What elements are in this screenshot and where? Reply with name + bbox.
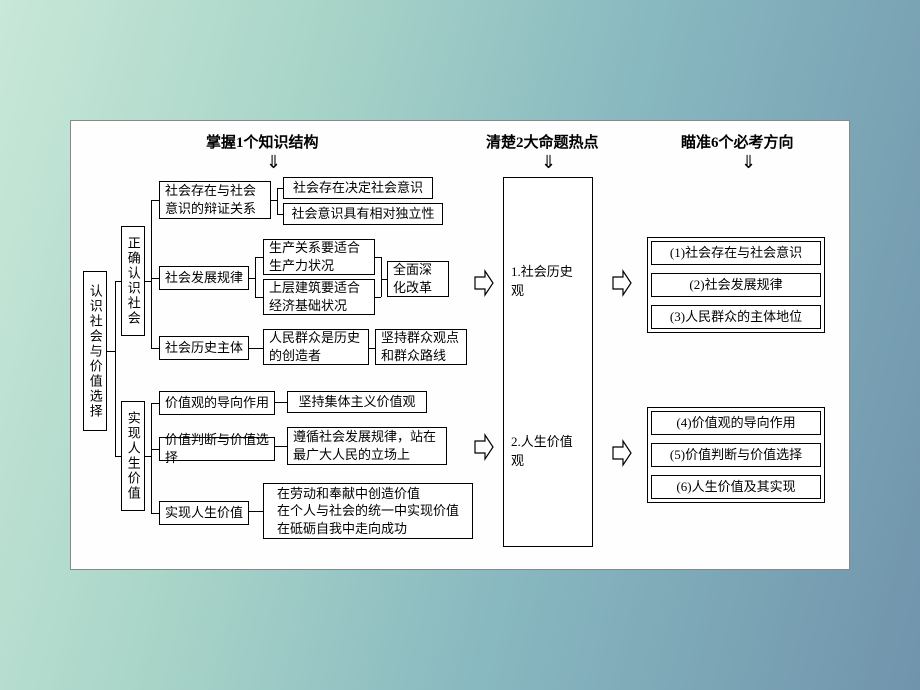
connector xyxy=(151,449,159,450)
down-arrow-icon: ⇓ xyxy=(741,153,756,171)
l2a-box: 价值观的导向作用 xyxy=(159,391,275,415)
l1b1-box: 生产关系要适合生产力状况 xyxy=(263,239,375,275)
header-2: 清楚2大命题热点 xyxy=(486,131,599,152)
connector xyxy=(255,257,263,258)
dir5-box: (5)价值判断与价值选择 xyxy=(651,443,821,467)
connector xyxy=(151,200,159,201)
connector xyxy=(277,188,278,214)
connector xyxy=(369,348,375,349)
l1a-box: 社会存在与社会意识的辩证关系 xyxy=(159,181,271,219)
connector xyxy=(381,279,387,280)
dir3-box: (3)人民群众的主体地位 xyxy=(651,305,821,329)
branch2-box: 实现人生价值 xyxy=(121,401,145,511)
l1c-box: 社会历史主体 xyxy=(159,336,249,360)
right-arrow-icon xyxy=(611,439,633,467)
connector xyxy=(375,297,381,298)
dir2-box: (2)社会发展规律 xyxy=(651,273,821,297)
l2b1-box: 遵循社会发展规律，站在最广大人民的立场上 xyxy=(287,427,447,465)
l2b-box: 价值判断与价值选择 xyxy=(159,437,275,461)
dir6-box: (6)人生价值及其实现 xyxy=(651,475,821,499)
root-box: 认识社会与价值选择 xyxy=(83,271,107,431)
l1a2-box: 社会意识具有相对独立性 xyxy=(283,203,443,225)
diagram-panel: 掌握1个知识结构 清楚2大命题热点 瞄准6个必考方向 ⇓ ⇓ ⇓ 认识社会与价值… xyxy=(70,120,850,570)
right-arrow-icon xyxy=(473,433,495,461)
connector xyxy=(115,281,121,282)
connector xyxy=(255,257,256,297)
dir4-box: (4)价值观的导向作用 xyxy=(651,411,821,435)
connector xyxy=(151,200,152,348)
connector xyxy=(151,513,159,514)
right-arrow-icon xyxy=(611,269,633,297)
connector xyxy=(249,511,263,512)
connector xyxy=(381,257,382,297)
l1a1-box: 社会存在决定社会意识 xyxy=(283,177,433,199)
connector xyxy=(151,403,152,513)
header-1: 掌握1个知识结构 xyxy=(206,131,319,152)
hot2-label: 2.人生价值观 xyxy=(511,431,585,469)
l1c2-box: 坚持群众观点和群众路线 xyxy=(375,329,467,365)
connector xyxy=(255,297,263,298)
l1b2-box: 上层建筑要适合经济基础状况 xyxy=(263,279,375,315)
down-arrow-icon: ⇓ xyxy=(266,153,281,171)
branch1-box: 正确认识社会 xyxy=(121,226,145,336)
down-arrow-icon: ⇓ xyxy=(541,153,556,171)
connector xyxy=(249,348,263,349)
l1b-box: 社会发展规律 xyxy=(159,266,249,290)
header-3: 瞄准6个必考方向 xyxy=(681,131,794,152)
l1c1-box: 人民群众是历史的创造者 xyxy=(263,329,369,365)
l1b3-box: 全面深化改革 xyxy=(387,261,449,297)
right-arrow-icon xyxy=(473,269,495,297)
connector xyxy=(277,188,283,189)
connector xyxy=(115,456,121,457)
l2c-box: 实现人生价值 xyxy=(159,501,249,525)
hotspot-container xyxy=(503,177,593,547)
connector xyxy=(275,402,287,403)
connector xyxy=(275,446,287,447)
connector xyxy=(151,403,159,404)
connector xyxy=(277,214,283,215)
connector xyxy=(115,281,116,456)
l2c1-box: 在劳动和奉献中创造价值 在个人与社会的统一中实现价值 在砥砺自我中走向成功 xyxy=(263,483,473,539)
hot1-label: 1.社会历史观 xyxy=(511,261,585,299)
l2a1-box: 坚持集体主义价值观 xyxy=(287,391,427,413)
connector xyxy=(107,351,115,352)
connector xyxy=(151,348,159,349)
connector xyxy=(151,278,159,279)
dir1-box: (1)社会存在与社会意识 xyxy=(651,241,821,265)
